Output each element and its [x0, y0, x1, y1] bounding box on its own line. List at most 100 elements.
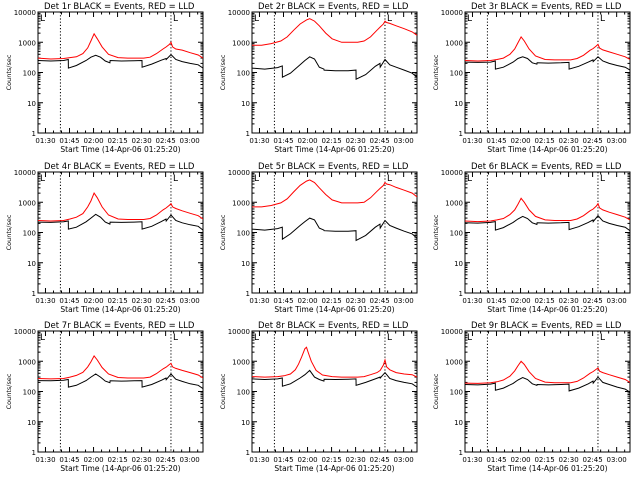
x-tick-label: 01:30 [249, 456, 269, 464]
x-tick-label: 02:45 [156, 137, 176, 145]
x-axis-label: Start Time (14-Apr-06 01:25:20) [487, 464, 607, 473]
x-axis-label: Start Time (14-Apr-06 01:25:20) [487, 305, 607, 314]
x-tick-label: 02:30 [345, 456, 365, 464]
y-tick-label: 1 [246, 130, 250, 138]
x-tick-label: 01:45 [273, 297, 293, 305]
x-axis-label: Start Time (14-Apr-06 01:25:20) [274, 464, 394, 473]
x-tick-label: 02:15 [107, 137, 127, 145]
plot-frame [251, 330, 418, 453]
x-tick-label: 02:15 [321, 297, 341, 305]
x-tick-label: 03:00 [180, 456, 200, 464]
y-tick-label: 100 [450, 230, 463, 238]
plot-frame [37, 171, 204, 294]
series-line-events [465, 376, 630, 393]
y-tick-label: 100 [237, 230, 250, 238]
series-line-lld [252, 346, 417, 378]
y-tick-label: 100 [450, 70, 463, 78]
x-tick-label: 02:30 [131, 137, 151, 145]
plot-frame [251, 11, 418, 134]
y-axis-label: Counts/sec [432, 373, 440, 409]
y-tick-label: 1000 [232, 39, 250, 47]
series-line-lld [38, 32, 203, 60]
series-line-events [38, 373, 203, 390]
x-tick-label: 01:30 [249, 137, 269, 145]
x-tick-label: 03:00 [394, 297, 414, 305]
y-tick-label: 1000 [18, 358, 36, 366]
x-tick-label: 01:30 [462, 456, 482, 464]
y-tick-label: 1000 [445, 39, 463, 47]
series-line-lld [38, 192, 203, 222]
y-tick-label: 10000 [14, 328, 36, 336]
x-tick-label: 02:15 [534, 456, 554, 464]
legend-mark-right: L [600, 174, 605, 184]
y-tick-label: 10 [241, 260, 250, 268]
x-tick-label: 02:45 [370, 137, 390, 145]
x-tick-label: 01:45 [59, 456, 79, 464]
panel-4: Det 4r BLACK = Events, RED = LLD 1 10 100 10… [5, 162, 204, 314]
x-tick-label: 01:45 [486, 137, 506, 145]
x-tick-label: 02:00 [510, 297, 530, 305]
panel-8: Det 8r BLACK = Events, RED = LLD 1 10 100 10… [219, 321, 418, 473]
y-tick-label: 10 [27, 419, 36, 427]
x-tick-label: 02:00 [510, 137, 530, 145]
plot-frame [464, 171, 631, 294]
x-tick-label: 01:45 [486, 297, 506, 305]
panel-3: Det 3r BLACK = Events, RED = LLD 1 10 100 10… [432, 2, 631, 154]
legend-mark-right: L [600, 333, 605, 343]
series-line-events [252, 217, 417, 242]
legend-mark-left: L [254, 174, 259, 184]
x-tick-label: 03:00 [607, 297, 627, 305]
y-tick-label: 1000 [18, 199, 36, 207]
x-tick-label: 02:15 [321, 137, 341, 145]
series-line-lld [252, 179, 417, 208]
panel-5: Det 5r BLACK = Events, RED = LLD 1 10 100 10… [219, 162, 418, 314]
legend-mark-left: L [254, 14, 259, 24]
x-axis-label: Start Time (14-Apr-06 01:25:20) [60, 305, 180, 314]
x-axis-label: Start Time (14-Apr-06 01:25:20) [60, 145, 180, 154]
x-tick-label: 01:30 [35, 137, 55, 145]
x-tick-label: 02:15 [534, 137, 554, 145]
panel-title: Det 4r BLACK = Events, RED = LLD [44, 162, 195, 172]
x-tick-label: 01:45 [486, 456, 506, 464]
y-tick-label: 1000 [445, 358, 463, 366]
y-tick-label: 1000 [18, 39, 36, 47]
x-axis-label: Start Time (14-Apr-06 01:25:20) [274, 305, 394, 314]
x-tick-label: 02:15 [321, 456, 341, 464]
plot-frame [37, 11, 204, 134]
panel-1: Det 1r BLACK = Events, RED = LLD 1 10 100 10… [5, 2, 204, 154]
x-tick-label: 02:45 [156, 456, 176, 464]
y-tick-label: 10000 [228, 328, 250, 336]
y-axis-label: Counts/sec [219, 54, 227, 90]
y-tick-label: 1000 [445, 199, 463, 207]
x-tick-label: 02:00 [83, 297, 103, 305]
y-tick-label: 10000 [14, 169, 36, 177]
y-tick-label: 10000 [228, 169, 250, 177]
plot-frame [464, 330, 631, 453]
y-tick-label: 10000 [441, 169, 463, 177]
series-line-lld [465, 35, 630, 62]
series-line-lld [38, 354, 203, 380]
legend-mark-right: L [387, 333, 392, 343]
x-tick-label: 03:00 [607, 456, 627, 464]
y-tick-label: 10 [241, 419, 250, 427]
x-tick-label: 02:45 [370, 456, 390, 464]
series-line-events [252, 56, 417, 80]
x-tick-label: 02:00 [83, 137, 103, 145]
x-tick-label: 02:30 [131, 297, 151, 305]
x-tick-label: 02:15 [534, 297, 554, 305]
series-line-events [465, 214, 630, 232]
y-tick-label: 10 [27, 100, 36, 108]
legend-mark-left: L [254, 333, 259, 343]
y-tick-label: 1 [246, 449, 250, 457]
y-tick-label: 1 [32, 130, 36, 138]
y-tick-label: 1 [32, 290, 36, 298]
y-tick-label: 10 [454, 419, 463, 427]
y-tick-label: 100 [23, 230, 36, 238]
panel-9: Det 9r BLACK = Events, RED = LLD 1 10 100 10… [432, 321, 631, 473]
series-line-events [38, 53, 203, 69]
x-tick-label: 03:00 [180, 297, 200, 305]
x-tick-label: 02:45 [583, 456, 603, 464]
series-line-events [38, 213, 203, 231]
x-axis-label: Start Time (14-Apr-06 01:25:20) [60, 464, 180, 473]
legend-mark-left: L [40, 174, 45, 184]
